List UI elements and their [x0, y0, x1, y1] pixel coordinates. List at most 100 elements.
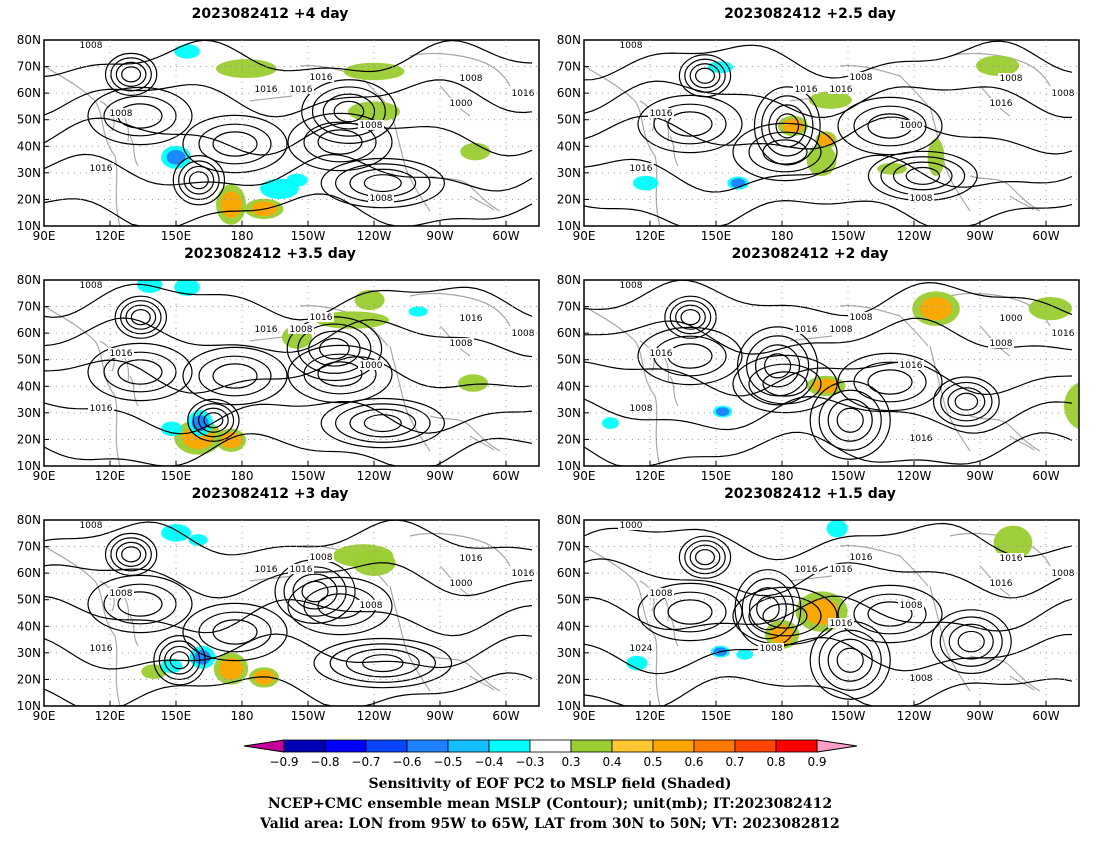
isobar-cell [809, 380, 891, 460]
isobar-cell [164, 645, 195, 675]
contour-label: 1016 [830, 85, 853, 95]
colorbar-swatch [529, 739, 572, 753]
coastline-segment [469, 675, 495, 691]
isobar [44, 433, 533, 466]
coastline-segment [129, 615, 139, 647]
lon-tick-label: 90W [426, 709, 453, 723]
isobar-cell [748, 595, 822, 637]
lat-tick-label: 10N [557, 699, 581, 713]
contour-label: 1008 [110, 589, 133, 599]
colorbar-tick-label: −0.9 [269, 755, 298, 769]
isobar-cell [762, 603, 808, 629]
contour-label: 1016 [990, 579, 1013, 589]
isobar-cell [297, 323, 372, 374]
lon-tick-label: 120W [357, 229, 392, 243]
isobar-cell [303, 353, 377, 395]
gridlines [584, 520, 1079, 706]
contour-label: 1016 [795, 85, 818, 95]
isobar-cell [153, 635, 206, 686]
contour-label-bg [793, 324, 819, 334]
lat-tick-label: 20N [557, 432, 581, 446]
lon-tick-label: 150W [831, 229, 866, 243]
contour-label: 1016 [290, 565, 313, 575]
contour-label-bg [758, 643, 784, 653]
lat-tick-label: 20N [17, 672, 41, 686]
lat-tick-label: 50N [557, 113, 581, 127]
lon-tick-label: 60W [492, 229, 519, 243]
isobar-cell [87, 342, 193, 402]
contour-label-bg [88, 643, 114, 653]
lat-tick-label: 80N [17, 33, 41, 47]
contour-label: 1016 [460, 314, 483, 324]
isobar-cell [320, 397, 445, 449]
contour-label: 1008 [850, 73, 873, 83]
isobar-cell [653, 103, 727, 145]
coastline-segment [129, 135, 139, 167]
contour-label-bg [998, 553, 1024, 563]
contour-label: 1008 [900, 601, 923, 611]
lon-tick-label: 60W [492, 709, 519, 723]
isobar-cell [115, 541, 147, 567]
lat-tick-label: 80N [17, 513, 41, 527]
lon-tick-label: 180 [231, 709, 254, 723]
isobar [44, 672, 533, 706]
colorbar-low-end [243, 739, 285, 753]
coastline-segment [929, 345, 971, 452]
contour-label: 1016 [310, 313, 333, 323]
lat-tick-label: 70N [17, 60, 41, 74]
contour-label: 1008 [370, 194, 393, 204]
isobar-cell [301, 79, 397, 144]
lon-tick-label: 120W [897, 709, 932, 723]
map-content: 1008 1016 1016 1016 1008 1000 1016 1008 1008 1016 [44, 280, 536, 466]
contour-label-bg [648, 108, 674, 118]
isobar [584, 40, 1073, 81]
colorbar-tick-label: 0.9 [807, 755, 826, 769]
isobar-cell [172, 155, 226, 206]
lon-tick-label: 120E [635, 469, 666, 483]
colorbar-swatch [447, 739, 490, 753]
contour-label-bg [618, 40, 644, 50]
isobar-cell [187, 398, 240, 442]
lat-tick-label: 70N [557, 300, 581, 314]
contour-label-bg [1050, 328, 1076, 338]
contour-label: 1024 [630, 644, 653, 654]
isobar-cell [203, 412, 224, 429]
lat-tick-label: 60N [17, 86, 41, 100]
coastline-segment [249, 95, 293, 102]
lat-tick-label: 40N [557, 619, 581, 633]
contour-label: 1008 [650, 589, 673, 599]
isobar-cell [837, 584, 943, 644]
contour-label-bg [510, 568, 536, 578]
contour-label: 1016 [460, 554, 483, 564]
isobar-cell [836, 407, 864, 433]
isobar-cell [957, 630, 985, 653]
colorbar-tick-label: −0.3 [515, 755, 544, 769]
contour-label: 1008 [460, 74, 483, 84]
isobar-cell [212, 619, 258, 645]
contour-label-bg [448, 338, 474, 348]
lat-tick-label: 20N [557, 192, 581, 206]
isobar-cell [939, 616, 1003, 667]
isobar-cell [292, 573, 338, 610]
lon-tick-label: 180 [771, 469, 794, 483]
isobar-cell [303, 121, 377, 163]
isobar-cell [333, 100, 365, 123]
plot-frame [583, 39, 1080, 227]
colorbar-tick-label: 0.8 [766, 755, 785, 769]
contour-label: 1016 [650, 349, 673, 359]
colorbar-swatch [693, 739, 736, 753]
coastline-segment [429, 175, 501, 212]
lat-tick-label: 60N [557, 86, 581, 100]
lat-tick-label: 20N [557, 672, 581, 686]
plot-frame [43, 519, 540, 707]
lat-tick-label: 70N [17, 300, 41, 314]
lat-tick-label: 40N [17, 139, 41, 153]
lon-tick-label: 60W [1032, 229, 1059, 243]
contour-label: 1016 [830, 565, 853, 575]
contour-label-bg [793, 84, 819, 94]
coastline-segment [584, 305, 661, 466]
isobar-cell [212, 131, 258, 157]
contour-label-bg [908, 673, 934, 683]
contour-label: 1008 [310, 553, 333, 563]
lon-tick-label: 90W [966, 229, 993, 243]
